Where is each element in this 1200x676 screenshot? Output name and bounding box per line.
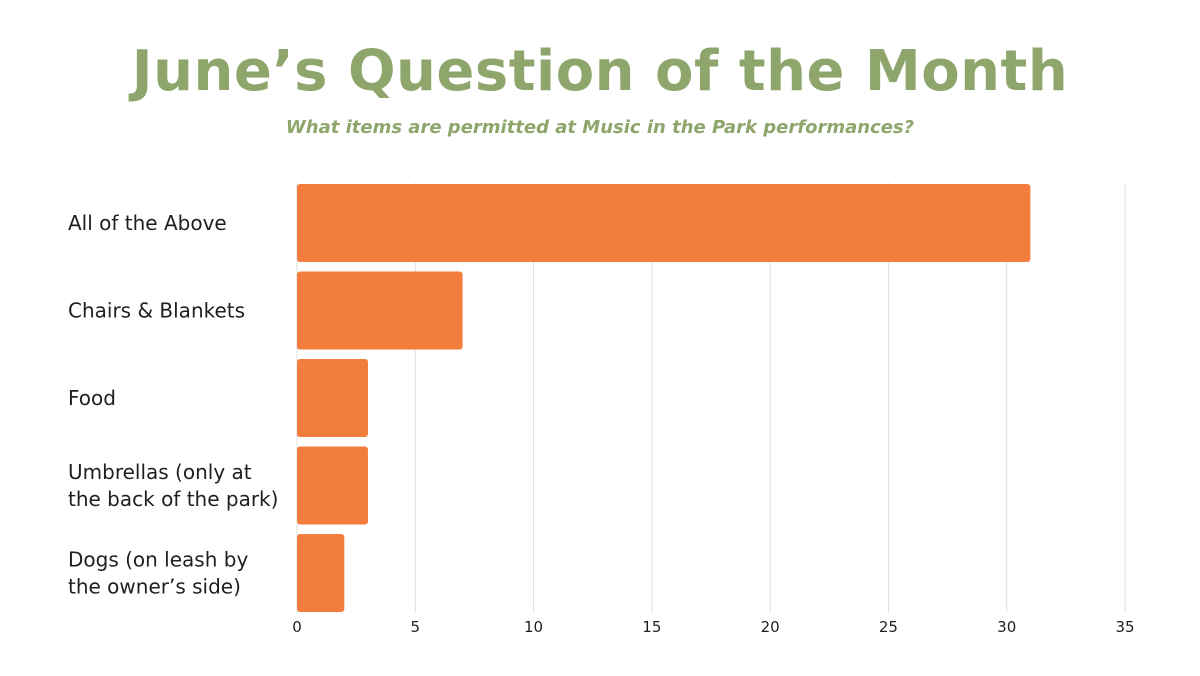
category-label-line: Umbrellas (only at [68,460,252,484]
bar [297,446,368,525]
x-tick-label: 25 [879,618,898,636]
bar [297,534,345,612]
x-tick-label: 5 [411,618,421,636]
category-label: Chairs & Blankets [68,299,245,323]
category-label: Dogs (on leash by the owner’s side) [68,548,248,599]
category-label-line: the owner’s side) [68,575,241,599]
x-tick-label: 0 [292,618,302,636]
bar [297,359,368,437]
bar [297,271,463,350]
category-label-line: Food [68,386,116,410]
x-tick-label: 30 [997,618,1016,636]
category-labels: All of the Above Chairs & Blankets Food Umb… [68,211,278,599]
category-label-line: Chairs & Blankets [68,299,245,323]
x-tick-label: 15 [642,618,661,636]
bar [297,184,1031,262]
category-label-line: All of the Above [68,211,227,235]
chart-title: June’s Question of the Month [131,39,1069,104]
category-label-line: the back of the park) [68,487,278,511]
x-tick-label: 35 [1115,618,1134,636]
category-label: Umbrellas (only at the back of the park) [68,460,278,511]
x-tick-label: 10 [524,618,543,636]
chart-subtitle: What items are permitted at Music in the… [285,117,915,138]
category-label: All of the Above [68,211,227,235]
category-label: Food [68,386,116,410]
x-tick-label: 20 [761,618,780,636]
x-axis-ticks: 0 5 10 15 20 25 30 35 [292,618,1134,636]
bar-layer [297,184,1031,612]
category-label-line: Dogs (on leash by [68,548,248,572]
